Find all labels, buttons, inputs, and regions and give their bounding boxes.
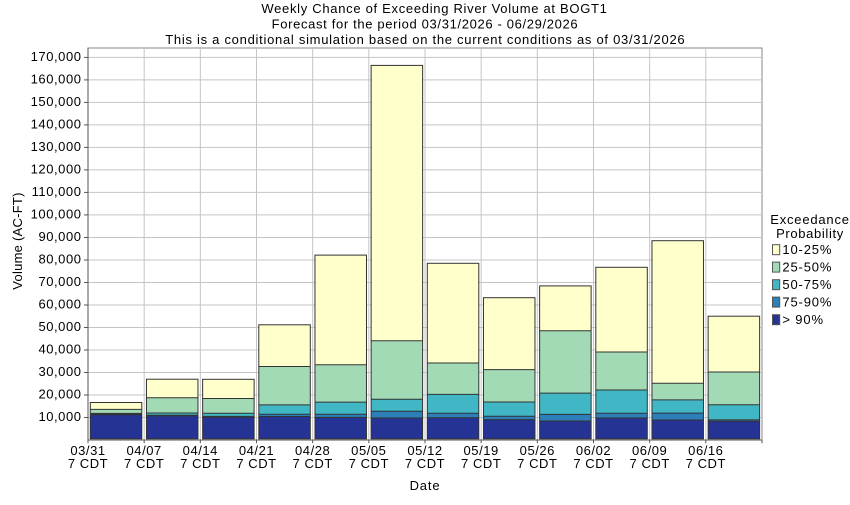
svg-text:90,000: 90,000 — [38, 229, 81, 244]
svg-text:140,000: 140,000 — [31, 116, 82, 131]
svg-text:Date: Date — [410, 478, 441, 493]
svg-text:05/12: 05/12 — [407, 443, 442, 458]
svg-text:7 CDT: 7 CDT — [461, 456, 501, 471]
svg-text:06/09: 06/09 — [632, 443, 667, 458]
svg-text:Volume (AC-FT): Volume (AC-FT) — [10, 192, 25, 289]
svg-text:7 CDT: 7 CDT — [236, 456, 276, 471]
svg-text:10-25%: 10-25% — [782, 242, 832, 257]
svg-text:05/26: 05/26 — [520, 443, 555, 458]
svg-text:> 90%: > 90% — [782, 312, 823, 327]
svg-text:70,000: 70,000 — [38, 274, 81, 289]
svg-text:04/21: 04/21 — [239, 443, 274, 458]
svg-text:75-90%: 75-90% — [782, 294, 832, 309]
svg-text:7 CDT: 7 CDT — [573, 456, 613, 471]
svg-text:7 CDT: 7 CDT — [405, 456, 445, 471]
svg-text:06/16: 06/16 — [688, 443, 723, 458]
svg-text:160,000: 160,000 — [31, 71, 82, 86]
svg-text:This is a conditional simulati: This is a conditional simulation based o… — [165, 32, 685, 47]
svg-text:05/05: 05/05 — [351, 443, 386, 458]
svg-text:50,000: 50,000 — [38, 319, 81, 334]
svg-text:130,000: 130,000 — [31, 139, 82, 154]
svg-text:60,000: 60,000 — [38, 297, 81, 312]
svg-text:150,000: 150,000 — [31, 94, 82, 109]
svg-text:20,000: 20,000 — [38, 387, 81, 402]
svg-text:80,000: 80,000 — [38, 252, 81, 267]
svg-text:03/31: 03/31 — [70, 443, 105, 458]
svg-text:04/28: 04/28 — [295, 443, 330, 458]
svg-text:7 CDT: 7 CDT — [517, 456, 557, 471]
svg-text:170,000: 170,000 — [31, 49, 82, 64]
svg-text:7 CDT: 7 CDT — [68, 456, 108, 471]
svg-text:06/02: 06/02 — [576, 443, 611, 458]
svg-text:110,000: 110,000 — [32, 184, 82, 199]
svg-text:7 CDT: 7 CDT — [124, 456, 164, 471]
svg-text:7 CDT: 7 CDT — [180, 456, 220, 471]
svg-text:Probability: Probability — [776, 226, 844, 241]
svg-text:10,000: 10,000 — [38, 409, 81, 424]
svg-text:50-75%: 50-75% — [782, 277, 832, 292]
svg-text:Exceedance: Exceedance — [770, 212, 850, 227]
svg-text:100,000: 100,000 — [31, 206, 82, 221]
svg-text:7 CDT: 7 CDT — [686, 456, 726, 471]
svg-text:04/07: 04/07 — [127, 443, 162, 458]
svg-text:04/14: 04/14 — [183, 443, 218, 458]
svg-text:40,000: 40,000 — [38, 342, 81, 357]
svg-text:120,000: 120,000 — [31, 161, 82, 176]
svg-text:7 CDT: 7 CDT — [349, 456, 389, 471]
svg-text:05/19: 05/19 — [464, 443, 499, 458]
svg-text:30,000: 30,000 — [38, 364, 81, 379]
svg-text:7 CDT: 7 CDT — [630, 456, 670, 471]
svg-text:7 CDT: 7 CDT — [293, 456, 333, 471]
svg-text:Weekly Chance of Exceeding Riv: Weekly Chance of Exceeding River Volume … — [261, 1, 607, 16]
svg-text:25-50%: 25-50% — [782, 259, 832, 274]
svg-text:Forecast for the period 03/31/: Forecast for the period 03/31/2026 - 06/… — [272, 17, 579, 32]
